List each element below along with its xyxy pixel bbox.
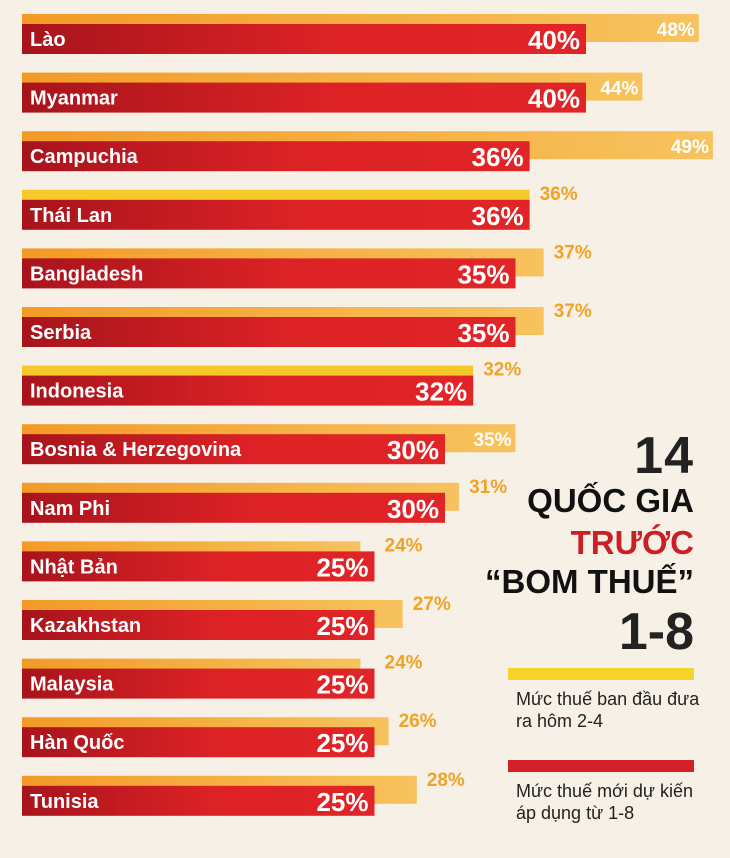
value-label-initial: 35% bbox=[473, 430, 511, 451]
title-line-4: 1-8 bbox=[618, 603, 694, 661]
value-label-initial: 24% bbox=[385, 653, 423, 674]
value-label-new: 32% bbox=[415, 377, 467, 407]
value-label-initial: 24% bbox=[385, 535, 423, 556]
category-label: Tunisia bbox=[30, 791, 99, 813]
value-label-new: 40% bbox=[528, 25, 580, 55]
value-label-new: 40% bbox=[528, 84, 580, 114]
value-label-initial: 44% bbox=[600, 79, 638, 100]
bar-new-rate bbox=[22, 82, 586, 113]
value-label-new: 25% bbox=[316, 670, 368, 700]
bar-new-rate bbox=[22, 668, 375, 699]
title-line-2: TRƯỚC bbox=[570, 524, 694, 561]
value-label-initial: 37% bbox=[554, 242, 592, 263]
legend-swatch-initial bbox=[508, 668, 694, 680]
legend-swatch-new bbox=[508, 760, 694, 772]
value-label-new: 25% bbox=[316, 787, 368, 817]
value-label-initial: 36% bbox=[540, 184, 578, 205]
category-label: Nhật Bản bbox=[30, 556, 118, 578]
category-label: Kazakhstan bbox=[30, 615, 141, 637]
value-label-new: 25% bbox=[316, 728, 368, 758]
title-line-3: “BOM THUẾ” bbox=[485, 563, 694, 600]
bar-new-rate bbox=[22, 551, 375, 582]
bar-new-rate bbox=[22, 199, 530, 230]
value-label-initial: 37% bbox=[554, 301, 592, 322]
legend-label-initial: Mức thuế ban đầu đưa ra hôm 2-4 bbox=[516, 689, 700, 731]
category-label: Nam Phi bbox=[30, 498, 110, 520]
bar-new-rate bbox=[22, 727, 375, 758]
value-label-new: 35% bbox=[457, 318, 509, 348]
value-label-new: 36% bbox=[472, 142, 524, 172]
value-label-initial: 28% bbox=[427, 770, 465, 791]
value-label-new: 30% bbox=[387, 494, 439, 524]
category-label: Lào bbox=[30, 29, 66, 51]
bar-new-rate bbox=[22, 141, 530, 172]
bar-new-rate bbox=[22, 492, 445, 523]
value-label-initial: 32% bbox=[483, 360, 521, 381]
value-label-new: 25% bbox=[316, 552, 368, 582]
value-label-new: 25% bbox=[316, 611, 368, 641]
bar-new-rate bbox=[22, 610, 375, 640]
category-label: Hàn Quốc bbox=[30, 732, 124, 754]
category-label: Bosnia & Herzegovina bbox=[30, 439, 242, 461]
value-label-initial: 26% bbox=[399, 711, 437, 732]
category-label: Myanmar bbox=[30, 88, 118, 110]
value-label-initial: 31% bbox=[469, 477, 507, 498]
bar-new-rate bbox=[22, 785, 375, 816]
bar-new-rate bbox=[22, 258, 516, 289]
category-label: Malaysia bbox=[30, 674, 114, 696]
value-label-initial: 48% bbox=[657, 20, 695, 41]
value-label-new: 35% bbox=[457, 259, 509, 289]
bar-new-rate bbox=[22, 24, 586, 54]
value-label-initial: 27% bbox=[413, 594, 451, 615]
title-number: 14 bbox=[634, 427, 694, 485]
value-label-new: 36% bbox=[472, 201, 524, 231]
value-label-initial: 49% bbox=[671, 137, 709, 158]
category-label: Campuchia bbox=[30, 146, 139, 168]
value-label-new: 30% bbox=[387, 435, 439, 465]
category-label: Indonesia bbox=[30, 381, 124, 403]
category-label: Bangladesh bbox=[30, 263, 143, 285]
bar-new-rate bbox=[22, 434, 445, 465]
bar-new-rate bbox=[22, 317, 516, 347]
category-label: Thái Lan bbox=[30, 205, 112, 227]
category-label: Serbia bbox=[30, 322, 92, 344]
title-line-1: QUỐC GIA bbox=[527, 482, 694, 519]
legend-label-new: Mức thuế mới dự kiến áp dụng từ 1-8 bbox=[516, 781, 693, 823]
bar-new-rate bbox=[22, 375, 474, 406]
